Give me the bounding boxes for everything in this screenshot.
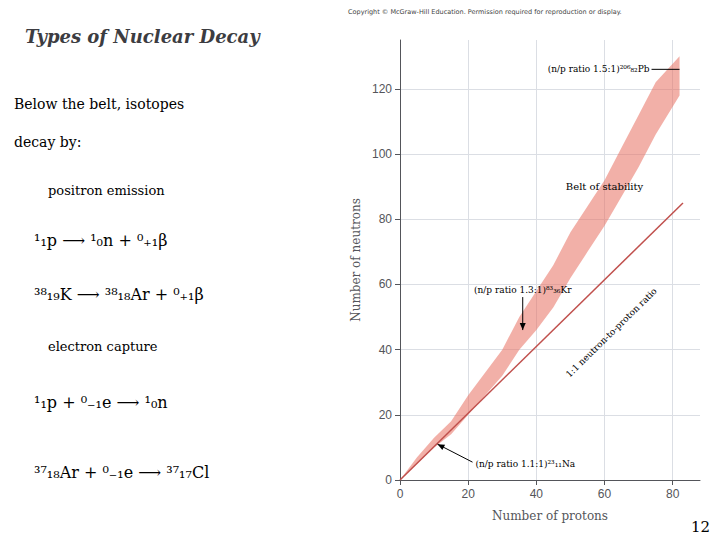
svg-text:¹₁p + ⁰₋₁e ⟶ ¹₀n: ¹₁p + ⁰₋₁e ⟶ ¹₀n — [34, 393, 168, 412]
svg-text:³⁷₁₈Ar + ⁰₋₁e ⟶ ³⁷₁₇Cl: ³⁷₁₈Ar + ⁰₋₁e ⟶ ³⁷₁₇Cl — [34, 463, 209, 482]
svg-text:¹₁p ⟶ ¹₀n + ⁰₊₁β: ¹₁p ⟶ ¹₀n + ⁰₊₁β — [34, 231, 167, 250]
svg-text:60: 60 — [379, 277, 393, 291]
svg-text:40: 40 — [530, 487, 544, 501]
svg-text:80: 80 — [379, 212, 393, 226]
svg-text:Below the belt, isotopes: Below the belt, isotopes — [14, 96, 184, 112]
svg-text:Number of neutrons: Number of neutrons — [349, 198, 363, 322]
svg-text:0: 0 — [397, 487, 404, 501]
svg-text:³⁸₁₉K ⟶ ³⁸₁₈Ar + ⁰₊₁β: ³⁸₁₉K ⟶ ³⁸₁₈Ar + ⁰₊₁β — [34, 285, 204, 304]
svg-text:60: 60 — [598, 487, 612, 501]
svg-text:(n/p ratio 1.3:1)⁸³₃₆Kr: (n/p ratio 1.3:1)⁸³₃₆Kr — [474, 285, 572, 295]
svg-text:20: 20 — [379, 408, 393, 422]
svg-text:0: 0 — [385, 473, 392, 487]
svg-text:Number of protons: Number of protons — [492, 509, 608, 523]
svg-text:100: 100 — [372, 147, 392, 161]
svg-text:1:1 neutron-to-proton ratio: 1:1 neutron-to-proton ratio — [564, 286, 659, 379]
svg-text:20: 20 — [462, 487, 476, 501]
svg-text:80: 80 — [666, 487, 680, 501]
svg-text:40: 40 — [379, 343, 393, 357]
svg-text:Copyright © McGraw-Hill Educat: Copyright © McGraw-Hill Education. Permi… — [348, 8, 622, 16]
svg-text:Belt of stability: Belt of stability — [566, 181, 644, 192]
svg-text:120: 120 — [372, 82, 392, 96]
svg-text:(n/p ratio 1.5:1)²⁰⁶₈₂Pb: (n/p ratio 1.5:1)²⁰⁶₈₂Pb — [548, 64, 650, 74]
svg-text:electron capture: electron capture — [48, 339, 158, 354]
svg-text:(n/p ratio 1.1:1)²³₁₁Na: (n/p ratio 1.1:1)²³₁₁Na — [476, 459, 576, 469]
svg-text:Types of Nuclear Decay: Types of Nuclear Decay — [25, 26, 261, 47]
svg-text:positron emission: positron emission — [48, 183, 165, 198]
svg-text:12: 12 — [691, 518, 710, 536]
svg-text:decay by:: decay by: — [14, 134, 81, 150]
